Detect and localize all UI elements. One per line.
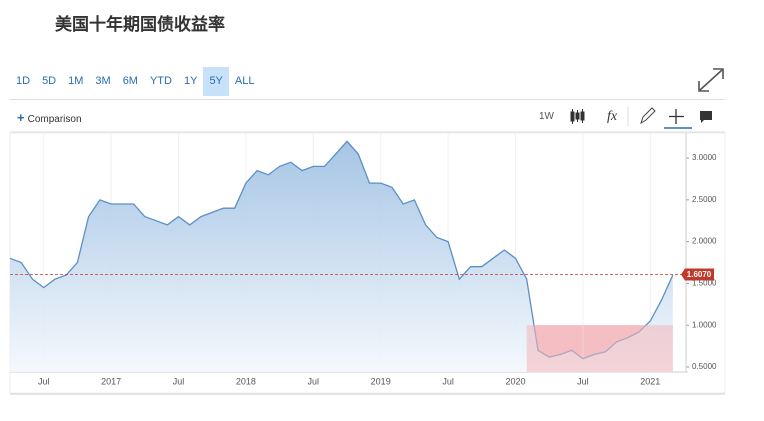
range-button[interactable]: ALL [234, 75, 255, 87]
range-button[interactable]: YTD [149, 75, 172, 87]
y-tick-label: 3.0000 [692, 153, 717, 162]
x-tick-label: 2017 [101, 376, 121, 386]
x-tick-label: 2019 [371, 376, 391, 386]
range-button[interactable]: 1M [68, 75, 84, 87]
page-title: 美国十年期国债收益率 [55, 15, 225, 34]
range-button[interactable]: 5D [42, 75, 57, 87]
x-tick-label: Jul [308, 376, 320, 386]
range-button[interactable]: 1Y [183, 75, 198, 87]
area [10, 141, 673, 372]
range-button[interactable]: 3M [95, 75, 111, 87]
y-tick-label: 2.5000 [692, 195, 717, 204]
x-tick-label: Jul [173, 376, 185, 386]
y-tick-label: 1.5000 [692, 279, 717, 288]
x-tick-label: Jul [38, 376, 50, 386]
x-tick-label: Jul [577, 376, 589, 386]
highlight-overlay [526, 325, 673, 372]
comparison-label: Comparison [27, 114, 82, 125]
y-tick-label: 1.0000 [692, 320, 717, 329]
range-button[interactable]: 5Y [203, 67, 229, 96]
x-tick-label: Jul [442, 376, 454, 386]
comparison-button[interactable]: + Comparison [17, 110, 82, 125]
range-button[interactable]: 1D [16, 75, 31, 87]
x-tick-label: 2021 [640, 376, 660, 386]
last-value-tag [681, 268, 714, 281]
y-tick-label: 0.5000 [692, 362, 717, 371]
range-button[interactable]: 6M [122, 75, 138, 87]
x-tick-label: 2018 [236, 376, 256, 386]
y-tick-label: 2.0000 [692, 237, 717, 246]
divider [10, 99, 725, 100]
last-value-label: 1.6070 [687, 270, 712, 279]
x-tick-label: 2020 [505, 376, 525, 386]
range-selector: 1D 5D 1M 3M 6M YTD 1Y 5Y ALL [10, 67, 260, 96]
interval-button[interactable]: 1W [539, 111, 554, 122]
